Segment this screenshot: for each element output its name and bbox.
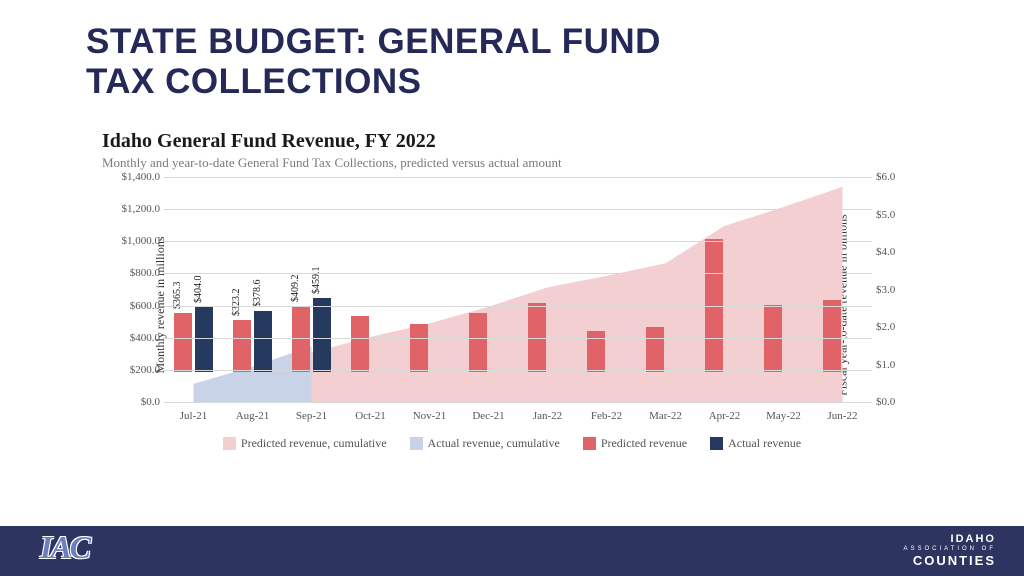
legend-label: Actual revenue, cumulative [428, 436, 560, 451]
swatch [223, 437, 236, 450]
xtick: Oct-21 [355, 410, 386, 422]
gridline [164, 209, 872, 210]
brand-line: ASSOCIATION OF [903, 546, 996, 552]
iac-logo: IAC [40, 529, 89, 566]
chart: Idaho General Fund Revenue, FY 2022 Mont… [102, 130, 922, 454]
brand-line: IDAHO [903, 533, 996, 545]
brand-line: COUNTIES [903, 553, 996, 568]
ytick-left: $1,200.0 [112, 203, 160, 215]
bar-predicted [646, 327, 665, 372]
ytick-left: $1,000.0 [112, 235, 160, 247]
footer-brand: IDAHO ASSOCIATION OF COUNTIES [903, 533, 996, 568]
ytick-right: $4.0 [876, 246, 912, 258]
data-label: $378.6 [252, 280, 263, 308]
page-title: STATE BUDGET: GENERAL FUND TAX COLLECTIO… [0, 0, 1024, 103]
gridline [164, 402, 872, 403]
xtick: Mar-22 [649, 410, 682, 422]
xtick: Dec-21 [472, 410, 504, 422]
legend-item: Actual revenue, cumulative [410, 436, 560, 451]
bar-predicted [469, 313, 488, 372]
xtick: May-22 [766, 410, 801, 422]
legend-item: Predicted revenue [583, 436, 687, 451]
legend-item: Actual revenue [710, 436, 801, 451]
plot-canvas: $365.3$404.0$323.2$378.6$409.2$459.1 [164, 177, 872, 402]
title-line2: TAX COLLECTIONS [86, 62, 421, 101]
footer-bar: IAC IDAHO ASSOCIATION OF COUNTIES [0, 526, 1024, 576]
bar-actual [254, 311, 273, 372]
gridline [164, 306, 872, 307]
ytick-left: $800.0 [112, 267, 160, 279]
gridline [164, 241, 872, 242]
xtick: Sep-21 [296, 410, 327, 422]
legend-label: Predicted revenue, cumulative [241, 436, 387, 451]
ytick-left: $1,400.0 [112, 171, 160, 183]
xtick: Jul-21 [180, 410, 208, 422]
bar-actual [313, 298, 332, 372]
chart-subtitle: Monthly and year-to-date General Fund Ta… [102, 155, 922, 171]
bar-predicted [292, 306, 311, 372]
gridline [164, 273, 872, 274]
swatch [710, 437, 723, 450]
ytick-right: $0.0 [876, 396, 912, 408]
data-label: $323.2 [231, 289, 242, 317]
data-label: $459.1 [311, 267, 322, 295]
bar-actual [195, 307, 214, 372]
xtick: Aug-21 [236, 410, 270, 422]
swatch [583, 437, 596, 450]
ytick-left: $0.0 [112, 396, 160, 408]
ytick-left: $400.0 [112, 332, 160, 344]
plot-area: Monthly revenue in millions Fiscal year-… [102, 177, 922, 432]
data-label: $409.2 [290, 275, 301, 303]
data-label: $404.0 [193, 276, 204, 304]
ytick-right: $3.0 [876, 284, 912, 296]
gridline [164, 177, 872, 178]
bar-predicted [410, 324, 429, 372]
ytick-left: $200.0 [112, 364, 160, 376]
xtick: Jan-22 [533, 410, 562, 422]
gridline [164, 338, 872, 339]
xtick: Nov-21 [413, 410, 447, 422]
legend: Predicted revenue, cumulative Actual rev… [102, 436, 922, 454]
bar-predicted [174, 313, 193, 372]
ytick-right: $5.0 [876, 209, 912, 221]
ytick-right: $1.0 [876, 359, 912, 371]
bar-predicted [823, 300, 842, 372]
legend-label: Actual revenue [728, 436, 801, 451]
swatch [410, 437, 423, 450]
gridline [164, 370, 872, 371]
bar-predicted [351, 316, 370, 372]
bar-predicted [233, 320, 252, 372]
xtick: Jun-22 [828, 410, 858, 422]
legend-item: Predicted revenue, cumulative [223, 436, 387, 451]
legend-label: Predicted revenue [601, 436, 687, 451]
ytick-left: $600.0 [112, 300, 160, 312]
ytick-right: $6.0 [876, 171, 912, 183]
title-line1: STATE BUDGET: GENERAL FUND [86, 22, 661, 61]
xtick: Feb-22 [591, 410, 622, 422]
chart-title: Idaho General Fund Revenue, FY 2022 [102, 130, 922, 153]
ytick-right: $2.0 [876, 321, 912, 333]
xtick: Apr-22 [709, 410, 741, 422]
